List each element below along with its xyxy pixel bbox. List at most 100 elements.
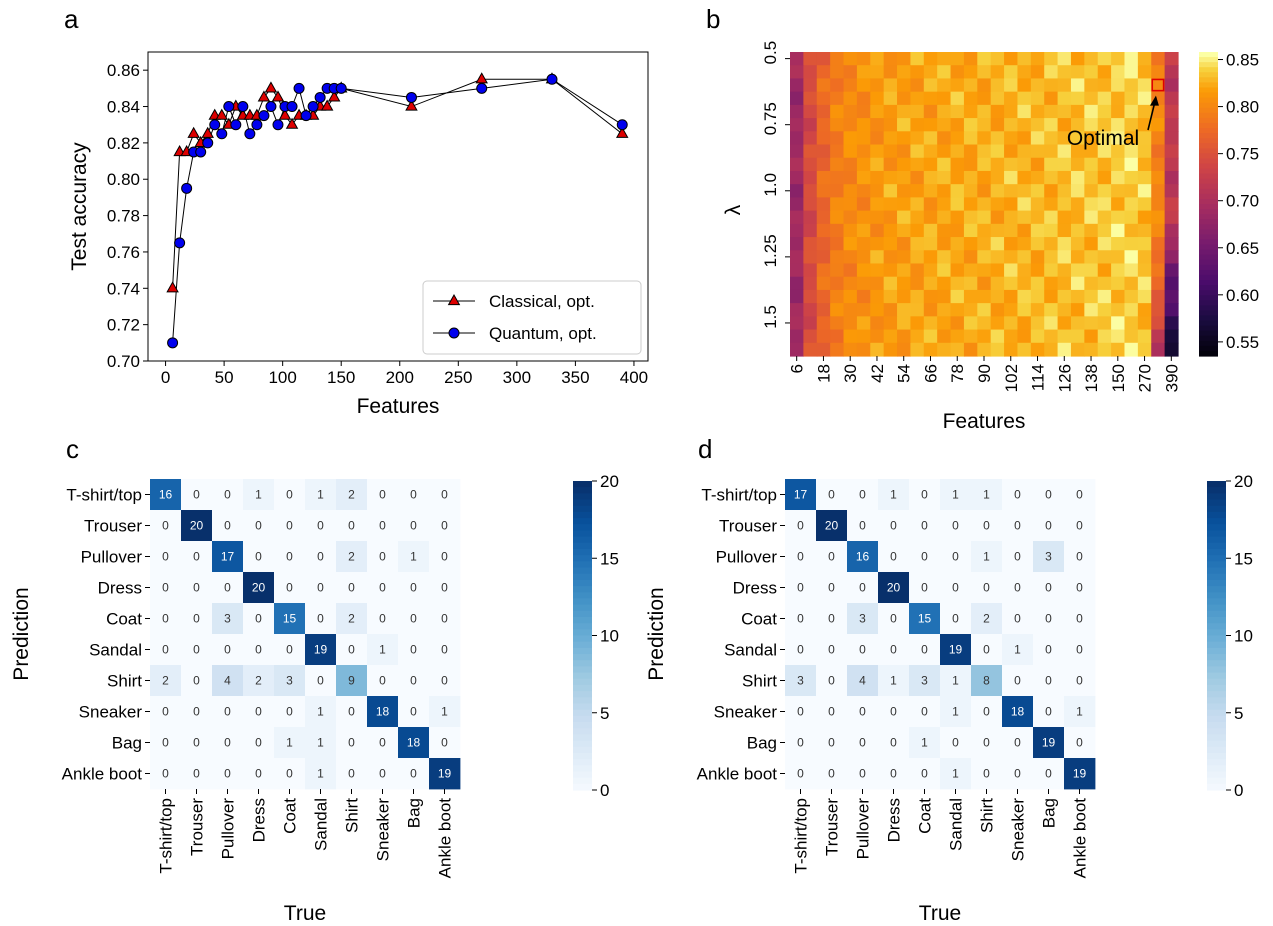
line-chart-a: 0 50 100 150 200 250 300 350 400 0.70 0.72 0.74 0.76… (68, 51, 649, 418)
colorbar-segment (1207, 759, 1226, 766)
heatmap-cell (790, 276, 804, 291)
colorbar-segment (1199, 320, 1218, 327)
heatmap-cell (1030, 170, 1045, 185)
colorbar-segment (1207, 493, 1226, 501)
heatmap-cell (1004, 78, 1019, 93)
cell-value: 0 (1014, 581, 1021, 595)
cell-value: 0 (797, 550, 804, 564)
cell-value: 0 (859, 736, 866, 750)
colorbar-segment (573, 734, 592, 742)
heatmap-cell (897, 52, 912, 66)
heatmap-cell (1164, 91, 1179, 106)
cell-value: 0 (348, 736, 355, 750)
heatmap-cell (1017, 237, 1032, 251)
heatmap-cell (1030, 250, 1045, 265)
cell-value: 15 (283, 612, 297, 626)
heatmap-cell (1097, 210, 1112, 225)
cell-value: 17 (794, 488, 808, 502)
colorbar-segment (1207, 746, 1226, 754)
heatmap-cell (1111, 131, 1126, 146)
heatmap-cell (990, 184, 1005, 198)
matrix-cell (847, 727, 879, 759)
heatmap-cell (897, 118, 912, 132)
heatmap-cell (1164, 263, 1179, 278)
heatmap-cell (1097, 303, 1112, 317)
cell-value: 1 (286, 736, 293, 750)
heatmap-cell (1004, 263, 1019, 278)
matrix-cell (909, 572, 941, 604)
heatmap-cell (1044, 170, 1059, 185)
data-point-classical (187, 126, 200, 138)
heatmap-cell (963, 118, 978, 132)
data-point-quantum (293, 82, 305, 94)
heatmap-cell (1151, 78, 1166, 93)
cell-value: 0 (921, 581, 928, 595)
colorbar-segment (1199, 178, 1218, 185)
heatmap-cell (910, 65, 925, 80)
heatmap-cell (990, 131, 1005, 146)
matrix-cell (878, 479, 910, 511)
colorbar-segment (573, 691, 592, 698)
x-tick-label: 150 (327, 368, 355, 387)
heatmap-cell (1030, 144, 1045, 159)
matrix-cell (1064, 572, 1096, 604)
x-axis-label: Features (357, 395, 440, 418)
heatmap-cell (830, 210, 845, 225)
matrix-cell (816, 758, 848, 790)
heatmap-cell (950, 223, 965, 238)
colorbar-segment (1199, 107, 1218, 114)
matrix-cell (1033, 665, 1065, 697)
matrix-cell (367, 758, 399, 790)
cell-value: 0 (828, 736, 835, 750)
matrix-cell (367, 572, 399, 604)
matrix-cell (305, 510, 337, 542)
cell-value: 0 (1076, 519, 1083, 533)
heatmap-cell (1030, 65, 1045, 80)
heatmap-cell (923, 223, 938, 238)
matrix-cell (243, 758, 275, 790)
matrix-cell (336, 727, 368, 759)
heatmap-cell (856, 65, 871, 80)
heatmap-cell (950, 342, 965, 357)
cell-value: 0 (828, 581, 835, 595)
heatmap-cell (897, 223, 912, 238)
data-point-classical (405, 99, 418, 111)
heatmap-cell (883, 223, 898, 238)
matrix-cell (940, 727, 972, 759)
x-tick-label: Sandal (947, 798, 966, 851)
colorbar-segment (1207, 555, 1226, 562)
colorbar-segment (1207, 666, 1226, 674)
heatmap-cell (897, 237, 912, 251)
heatmap-cell (910, 184, 925, 198)
heatmap-cell (1044, 223, 1059, 238)
matrix-cell (971, 696, 1003, 728)
heatmap-cell (897, 104, 912, 119)
matrix-cell (243, 572, 275, 604)
heatmap-cell (830, 91, 845, 106)
matrix-cell (274, 479, 306, 511)
heatmap-cell (1017, 65, 1032, 80)
heatmap-cell (856, 263, 871, 278)
heatmap-cell (830, 144, 845, 159)
heatmap-cell (1070, 237, 1085, 251)
matrix-cell (785, 727, 817, 759)
data-point-quantum (167, 337, 179, 349)
x-tick-label: Sneaker (1009, 798, 1028, 862)
heatmap-cell (843, 329, 858, 344)
colorbar-segment (1207, 511, 1226, 519)
matrix-cell (181, 665, 213, 697)
x-tick-label: Shirt (978, 798, 997, 833)
matrix-cell (274, 696, 306, 728)
heatmap-cell (1004, 223, 1019, 238)
matrix-cell (1002, 758, 1034, 790)
y-axis-label: Prediction (645, 587, 668, 680)
heatmap-cell (803, 52, 818, 66)
heatmap-cell (790, 52, 804, 66)
heatmap-cell (790, 131, 804, 146)
heatmap-cell (923, 329, 938, 344)
x-tick-label: 50 (215, 368, 234, 387)
heatmap-cell (856, 316, 871, 331)
heatmap-cell (1070, 329, 1085, 344)
colorbar-segment (573, 697, 592, 705)
heatmap-cell (1030, 342, 1045, 357)
